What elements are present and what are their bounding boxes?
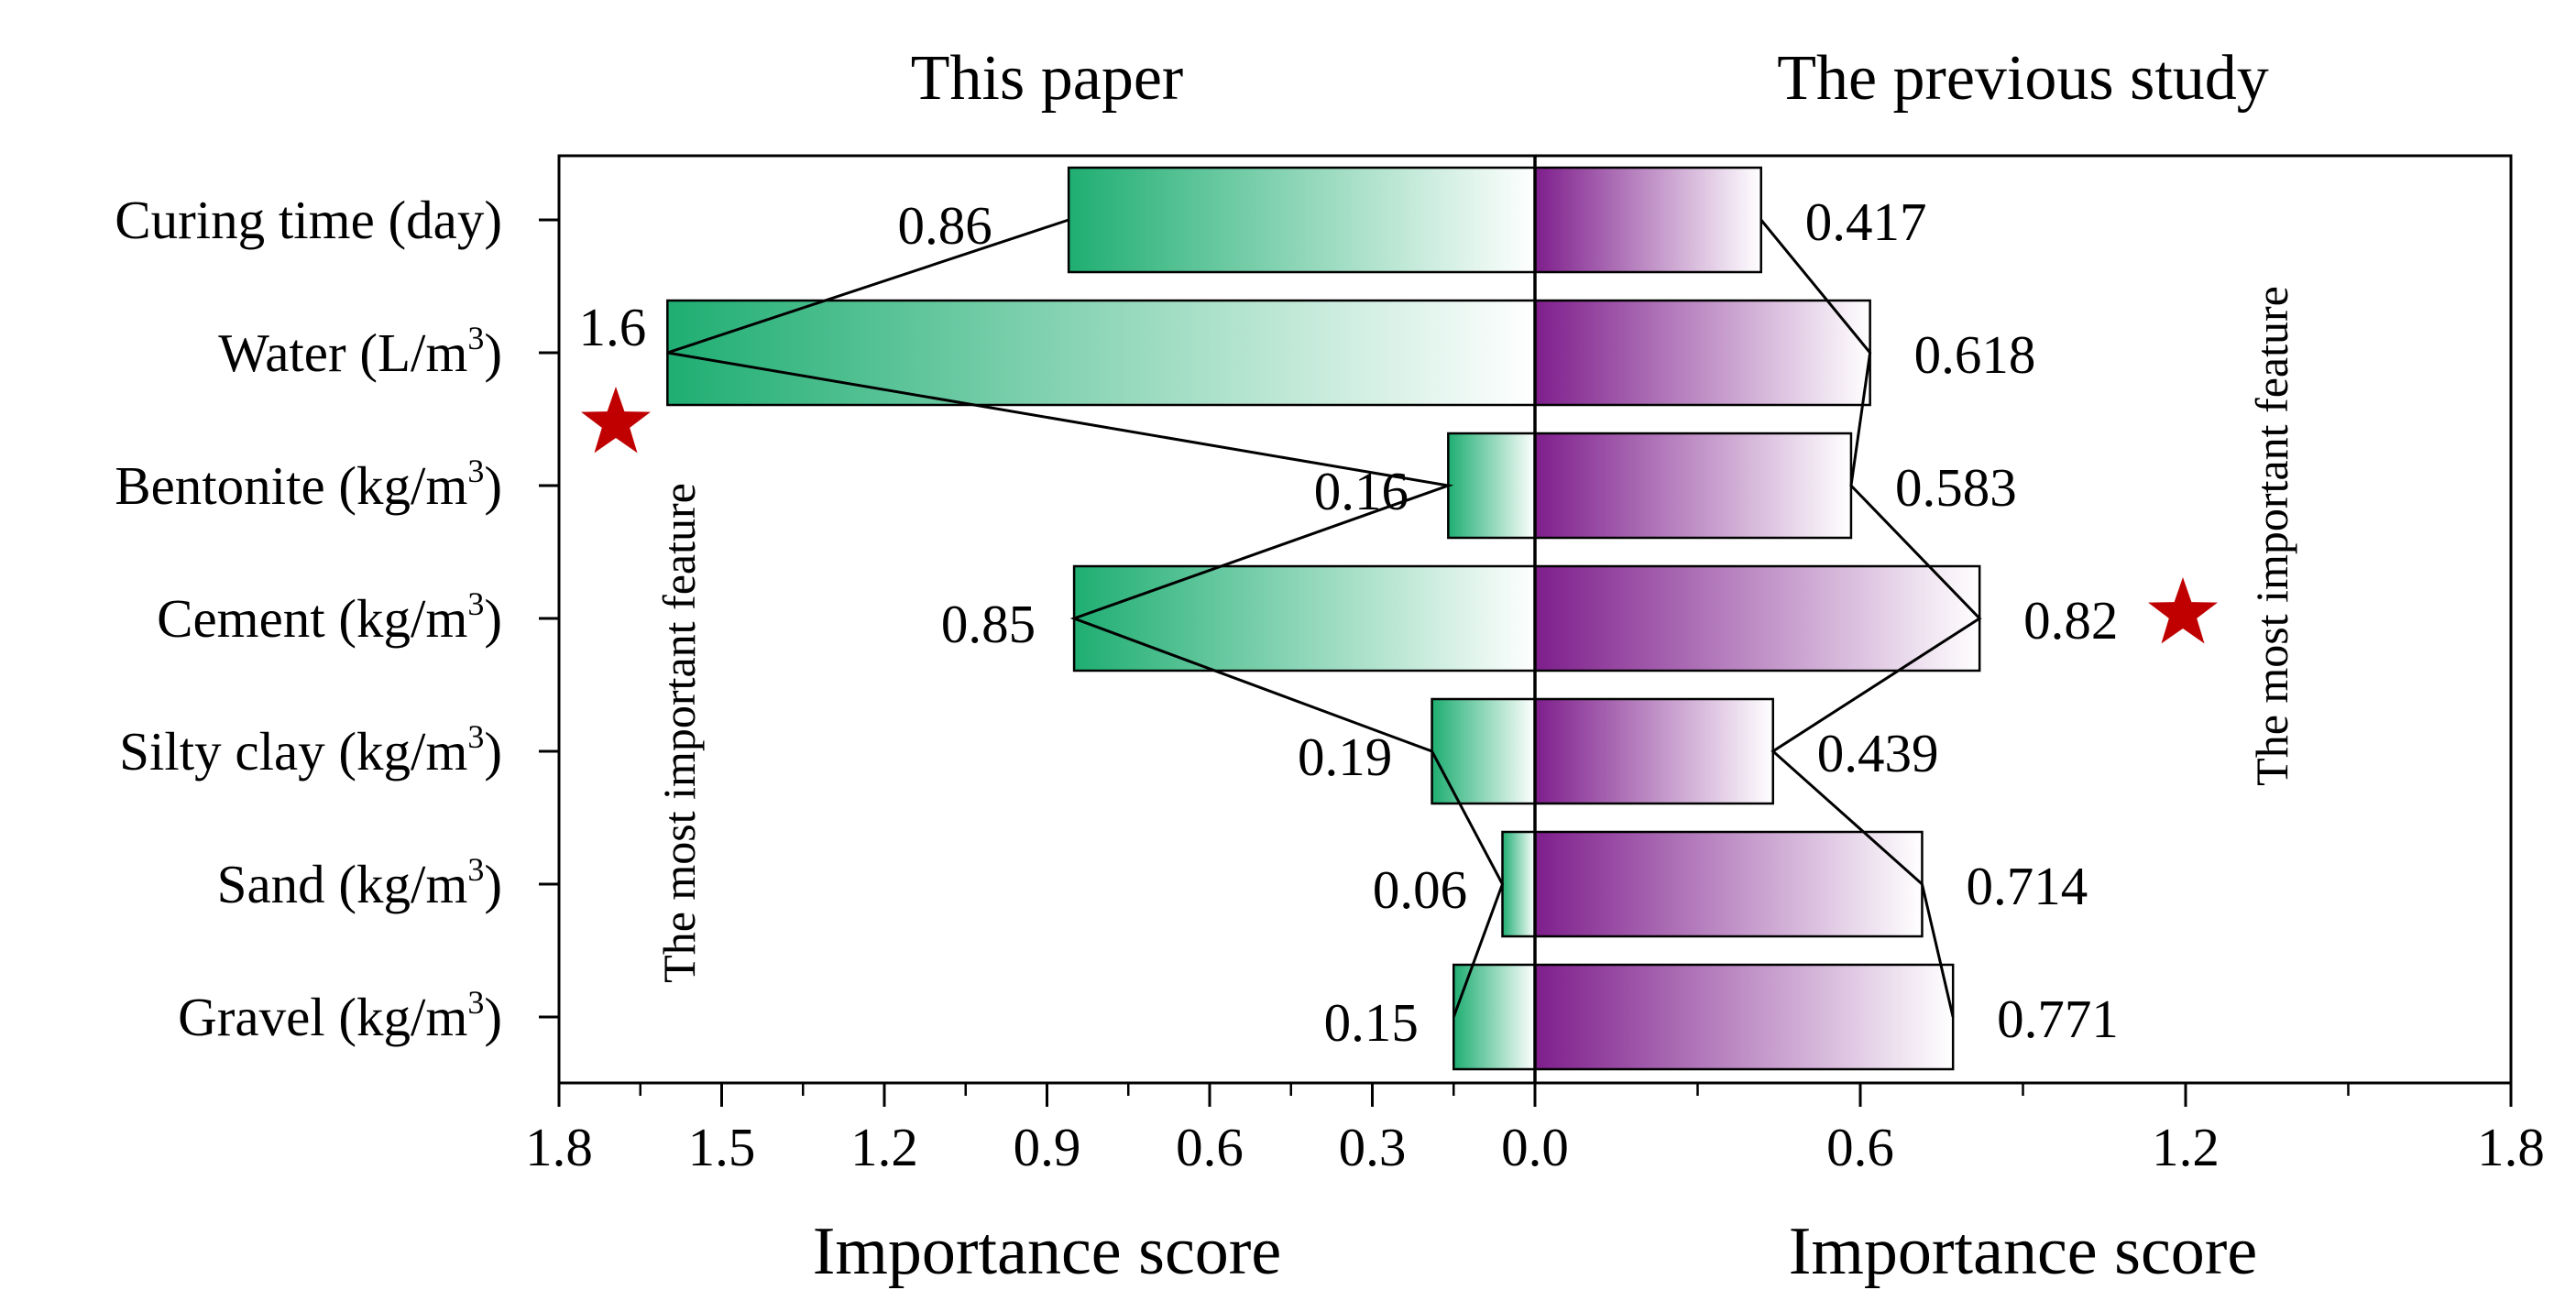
value-label-this-paper-bentonite-kg-m3: 0.16	[1314, 461, 1409, 521]
value-label-this-paper-cement-kg-m3: 0.85	[941, 594, 1036, 654]
axes-layer	[539, 218, 2513, 1107]
value-label-this-paper-sand-kg-m3: 0.06	[1373, 859, 1467, 920]
bar-this-paper-bentonite-kg-m3	[1447, 432, 1537, 540]
bar-previous-study-bentonite-kg-m3	[1533, 432, 1853, 540]
category-label-silty-clay-kg-m3: Silty clay (kg/m3)	[119, 718, 502, 782]
x-tick-label-left: 1.5	[688, 1117, 756, 1177]
plot-frame	[557, 154, 2513, 1085]
bar-previous-study-water-l-m3	[1533, 299, 1871, 407]
value-label-previous-study-water-l-m3: 0.618	[1914, 324, 2036, 385]
bar-previous-study-curing-time-day	[1533, 166, 1762, 274]
x-tick-label-right: 1.8	[2477, 1117, 2545, 1177]
value-label-this-paper-gravel-kg-m3: 0.15	[1324, 992, 1419, 1053]
x-tick-label-right: 1.2	[2152, 1117, 2220, 1177]
x-tick-label-left: 0.3	[1339, 1117, 1407, 1177]
most-important-feature-annotation-right: The most important feature	[2246, 286, 2297, 786]
value-label-this-paper-water-l-m3: 1.6	[578, 297, 646, 357]
bar-this-paper-cement-kg-m3	[1072, 564, 1537, 672]
x-tick-label-right: 0.6	[1826, 1117, 1894, 1177]
value-label-previous-study-cement-kg-m3: 0.82	[2023, 590, 2118, 651]
panel-title-previous-study: The previous study	[1777, 43, 2269, 114]
bar-previous-study-sand-kg-m3	[1533, 830, 1924, 938]
x-axis-title-right: Importance score	[1789, 1214, 2258, 1289]
category-label-cement-kg-m3: Cement (kg/m3)	[157, 585, 502, 649]
bars-layer	[666, 166, 1981, 1071]
x-tick-label-left: 0.6	[1176, 1117, 1244, 1177]
value-label-this-paper-silty-clay-kg-m3: 0.19	[1298, 727, 1392, 787]
value-label-previous-study-silty-clay-kg-m3: 0.439	[1817, 723, 1939, 783]
category-label-curing-time-day: Curing time (day)	[115, 190, 502, 250]
bar-previous-study-silty-clay-kg-m3	[1533, 697, 1774, 805]
x-axis-title-left: Importance score	[813, 1214, 1282, 1289]
connector-lines-layer	[666, 218, 1982, 1018]
bar-this-paper-silty-clay-kg-m3	[1431, 697, 1537, 805]
bar-previous-study-gravel-kg-m3	[1533, 963, 1955, 1071]
star-marker-left	[581, 387, 651, 454]
bar-this-paper-curing-time-day	[1067, 166, 1537, 274]
value-label-previous-study-sand-kg-m3: 0.714	[1966, 856, 2088, 916]
category-label-sand-kg-m3: Sand (kg/m3)	[217, 851, 502, 914]
panel-title-this-paper: This paper	[911, 43, 1183, 114]
x-tick-label-left: 0.0	[1501, 1117, 1569, 1177]
x-tick-label-left: 1.8	[525, 1117, 593, 1177]
category-label-water-l-m3: Water (L/m3)	[218, 320, 502, 383]
value-label-previous-study-gravel-kg-m3: 0.771	[1997, 989, 2119, 1049]
value-label-previous-study-bentonite-kg-m3: 0.583	[1895, 457, 2017, 518]
bar-this-paper-water-l-m3	[666, 299, 1537, 407]
most-important-feature-annotation-left: The most important feature	[653, 483, 705, 983]
x-tick-label-left: 1.2	[850, 1117, 918, 1177]
bar-previous-study-cement-kg-m3	[1533, 564, 1981, 672]
x-tick-label-left: 0.9	[1014, 1117, 1081, 1177]
category-label-gravel-kg-m3: Gravel (kg/m3)	[178, 984, 502, 1047]
value-label-previous-study-curing-time-day: 0.417	[1805, 191, 1927, 252]
labels-layer: Curing time (day) Water (L/m3) Bentonite (…	[115, 190, 2545, 1177]
value-label-this-paper-curing-time-day: 0.86	[898, 195, 992, 256]
connector-line-previous-study	[1759, 219, 1982, 1018]
bar-this-paper-sand-kg-m3	[1501, 830, 1537, 938]
category-label-bentonite-kg-m3: Bentonite (kg/m3)	[115, 453, 502, 516]
star-marker-right	[2148, 577, 2218, 644]
connector-line-this-paper	[666, 218, 1505, 1018]
